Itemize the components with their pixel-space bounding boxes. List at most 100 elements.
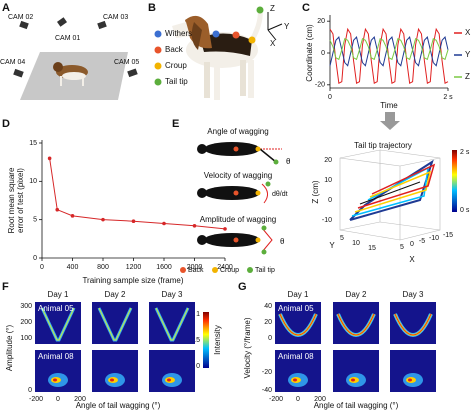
dog <box>200 33 252 56</box>
keypoint <box>256 6 264 14</box>
keypoint <box>261 249 267 255</box>
dog <box>82 76 84 86</box>
camera-label: CAM 04 <box>0 59 25 66</box>
x-tick-label: 0 <box>328 94 332 101</box>
y-tick-label: 0 <box>321 50 325 57</box>
axis-label: Y <box>329 241 335 250</box>
dog-silhouette <box>197 235 207 245</box>
y-tick-label: 0 <box>33 255 37 262</box>
dog <box>172 22 190 38</box>
panel-label: C <box>302 2 310 14</box>
tick-label: -15 <box>443 232 453 239</box>
tick-label: 0 <box>268 335 272 342</box>
legend-marker <box>154 46 162 54</box>
panel-e: Angle of wagging θ Velocity of wagging d… <box>180 127 291 274</box>
animal-label: Animal 08 <box>38 352 74 361</box>
colorbar-tick: 1 <box>196 311 200 318</box>
legend-label: Z <box>465 72 470 81</box>
heatmap-density <box>279 313 317 336</box>
colorbar <box>203 312 209 368</box>
tick-label: -5 <box>419 238 425 245</box>
camera-label: CAM 03 <box>103 14 128 21</box>
day-label: Day 1 <box>288 290 309 299</box>
dog <box>60 76 62 86</box>
dog <box>53 62 63 72</box>
legend-label: Tail tip <box>255 267 275 274</box>
x-tick-label: 400 <box>67 264 79 271</box>
line <box>329 36 449 67</box>
heatmap <box>390 302 436 344</box>
dog-silhouette <box>197 188 207 198</box>
label: Angle of wagging <box>207 127 268 136</box>
dog-silhouette <box>204 233 260 247</box>
camera <box>13 68 24 78</box>
tail <box>259 148 277 163</box>
keypoint <box>233 146 239 152</box>
legend-marker <box>154 78 162 86</box>
tick-label: -20 <box>262 369 272 376</box>
box <box>339 149 441 241</box>
axis-label: Y <box>284 22 290 31</box>
keypoint <box>212 30 220 38</box>
tick-label: 0 <box>328 197 332 204</box>
keypoint <box>255 237 261 243</box>
tick-label: 200 <box>74 396 86 403</box>
tick-label: 300 <box>20 303 32 310</box>
axis-label: Z <box>270 4 275 13</box>
axis-label: Amplitude (°) <box>5 325 14 372</box>
panel-label: A <box>2 2 10 14</box>
arrow <box>380 112 400 130</box>
tick-label: -200 <box>269 396 283 403</box>
tick-label: 0 <box>56 396 60 403</box>
panel-label: B <box>148 2 156 14</box>
y-axis-label: error of test (pixel) <box>16 168 25 233</box>
dog <box>62 72 86 80</box>
tick-label: 0 <box>296 396 300 403</box>
heatmap-density <box>110 378 114 382</box>
legend-label: Back <box>188 267 204 274</box>
heatmap-density <box>98 307 132 341</box>
dog <box>214 62 220 100</box>
guide <box>261 183 268 204</box>
panel-label: D <box>2 118 10 130</box>
keypoint <box>273 159 279 165</box>
heatmap-density <box>155 307 189 341</box>
line <box>49 158 226 230</box>
axis-label: X <box>270 39 276 48</box>
camera-label: CAM 01 <box>55 35 80 42</box>
day-label: Day 3 <box>403 290 424 299</box>
title: Tail tip trajectory <box>354 141 412 150</box>
axis <box>267 29 277 41</box>
camera <box>97 20 107 30</box>
tick-label: 10 <box>324 177 332 184</box>
animal-label: Animal 08 <box>278 352 314 361</box>
panel-label: E <box>172 118 179 130</box>
day-label: Day 2 <box>105 290 126 299</box>
axis-label: X <box>409 255 415 264</box>
keypoint <box>232 31 240 39</box>
x-axis-label: Time <box>380 101 398 110</box>
panel-a: CAM 01 CAM 02 CAM 03 CAM 04 CAM 05 <box>0 14 139 100</box>
animal-label: Animal 05 <box>38 304 74 313</box>
heatmap-density <box>408 378 412 382</box>
tick-label: -10 <box>429 235 439 242</box>
marker <box>131 219 136 223</box>
legend-label: Y <box>465 50 471 59</box>
heatmap-density <box>394 313 432 336</box>
marker <box>70 214 75 218</box>
legend-marker <box>180 267 186 273</box>
axis <box>267 23 283 31</box>
x-tick-label: 1200 <box>126 264 142 271</box>
keypoint <box>255 190 261 196</box>
marker <box>192 224 197 228</box>
keypoint <box>233 190 239 196</box>
y-axis-label: Root mean square <box>7 167 16 233</box>
y-tick-label: 10 <box>29 178 37 185</box>
tick-label: 0 <box>410 241 414 248</box>
day-label: Day 2 <box>346 290 367 299</box>
dog <box>240 60 246 96</box>
heatmap-density <box>53 378 57 382</box>
legend-label: Croup <box>220 267 239 274</box>
panel-g: Day 1 Day 2 Day 3 Velocity (°/frame) 40 … <box>243 290 436 410</box>
